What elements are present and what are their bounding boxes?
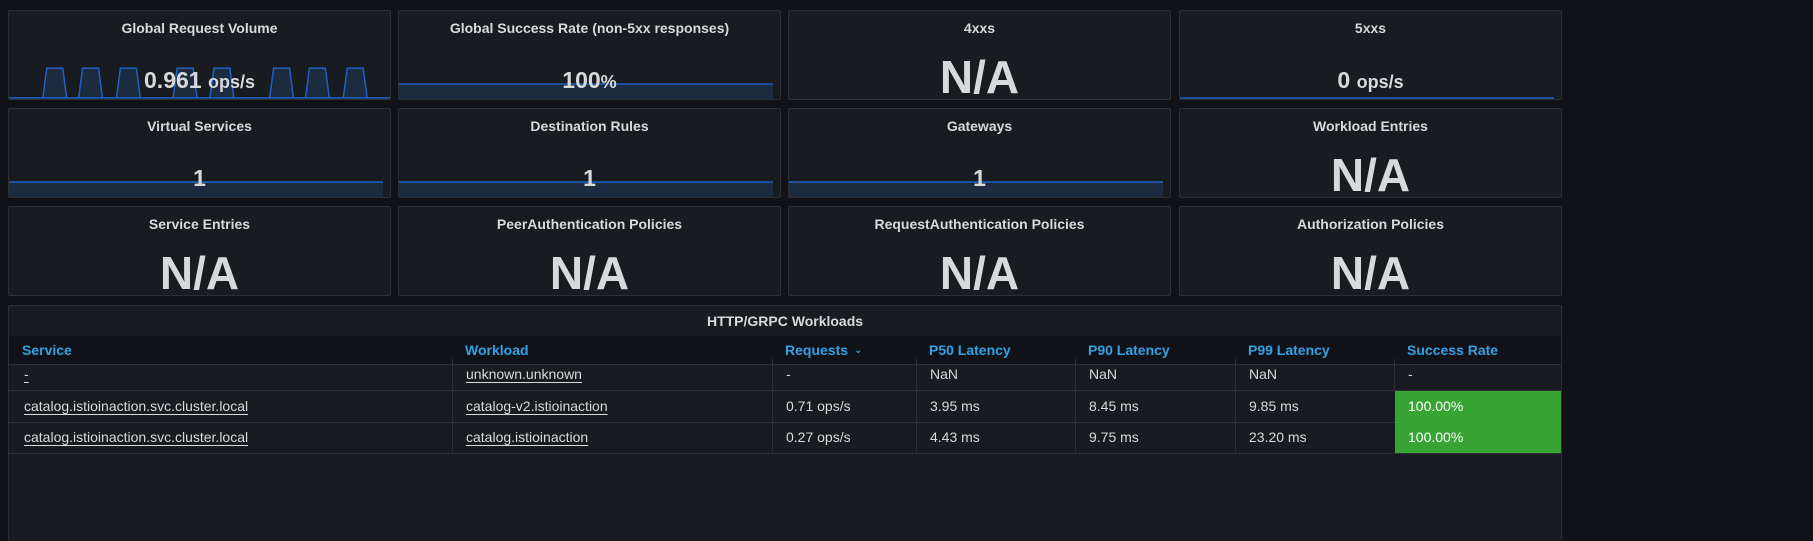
panel-title: Authorization Policies <box>1296 216 1444 232</box>
cell-workload[interactable]: catalog.istioinaction <box>452 422 772 453</box>
panel-destination-rules[interactable]: Destination Rules 1 <box>398 108 781 198</box>
column-header-p50-latency[interactable]: P50 Latency <box>929 342 1011 358</box>
cell-requests: 0.27 ops/s <box>772 422 916 453</box>
table-row: - unknown.unknown - NaN NaN NaN - <box>9 359 1561 391</box>
destination-rules-sparkline <box>399 181 774 197</box>
workload-link[interactable]: catalog-v2.istioinaction <box>466 398 608 414</box>
column-header-requests[interactable]: Requests ⌄ <box>785 336 862 364</box>
panel-http-grpc-workloads[interactable]: HTTP/GRPC Workloads Service Workload Req… <box>8 305 1562 541</box>
cell-service[interactable]: - <box>9 359 452 390</box>
panel-title: Workload Entries <box>1313 118 1428 134</box>
cell-requests: 0.71 ops/s <box>772 391 916 422</box>
cell-p99-latency: NaN <box>1235 359 1394 390</box>
stat-value: 100% <box>562 67 617 93</box>
service-link[interactable]: catalog.istioinaction.svc.cluster.local <box>24 398 249 414</box>
panel-service-entries[interactable]: Service Entries N/A <box>8 206 391 296</box>
stat-value: 0.961 ops/s <box>144 67 255 93</box>
workload-link[interactable]: catalog.istioinaction <box>466 429 589 445</box>
5xxs-sparkline <box>1180 97 1555 99</box>
panel-title: 5xxs <box>1354 20 1387 36</box>
stat-value: N/A <box>159 247 240 296</box>
panel-title: Virtual Services <box>147 118 252 134</box>
success-rate-sparkline <box>399 83 774 99</box>
stat-value: 1 <box>583 165 596 191</box>
panel-workload-entries[interactable]: Workload Entries N/A <box>1179 108 1562 198</box>
cell-p90-latency: 9.75 ms <box>1075 422 1235 453</box>
cell-success-rate: 100.00% <box>1395 391 1561 422</box>
stat-value: N/A <box>939 51 1020 100</box>
gateways-sparkline <box>789 181 1164 197</box>
column-header-workload[interactable]: Workload <box>465 342 529 358</box>
cell-workload[interactable]: catalog-v2.istioinaction <box>452 391 772 422</box>
cell-service[interactable]: catalog.istioinaction.svc.cluster.local <box>9 422 452 453</box>
panel-gateways[interactable]: Gateways 1 <box>788 108 1171 198</box>
cell-requests: - <box>772 359 916 390</box>
stat-value: N/A <box>1330 247 1411 296</box>
panel-request-authentication-policies[interactable]: RequestAuthentication Policies N/A <box>788 206 1171 296</box>
cell-p90-latency: 8.45 ms <box>1075 391 1235 422</box>
cell-p99-latency: 23.20 ms <box>1235 422 1394 453</box>
cell-p50-latency: NaN <box>916 359 1075 390</box>
workload-link[interactable]: unknown.unknown <box>466 366 582 382</box>
panel-title: PeerAuthentication Policies <box>496 216 683 232</box>
panel-title: Global Success Rate (non-5xx responses) <box>449 20 730 36</box>
panel-title: Service Entries <box>148 216 251 232</box>
table-row: catalog.istioinaction.svc.cluster.local … <box>9 422 1561 454</box>
cell-service[interactable]: catalog.istioinaction.svc.cluster.local <box>9 391 452 422</box>
panel-title: HTTP/GRPC Workloads <box>706 313 864 329</box>
cell-success-rate: - <box>1394 359 1561 390</box>
cell-p99-latency: 9.85 ms <box>1235 391 1394 422</box>
panel-title: Destination Rules <box>530 118 649 134</box>
stat-value: N/A <box>549 247 630 296</box>
panel-title: Global Request Volume <box>121 20 278 36</box>
panel-virtual-services[interactable]: Virtual Services 1 <box>8 108 391 198</box>
cell-p50-latency: 3.95 ms <box>916 391 1075 422</box>
panel-authorization-policies[interactable]: Authorization Policies N/A <box>1179 206 1562 296</box>
stat-value: N/A <box>1330 149 1411 198</box>
sort-descending-icon: ⌄ <box>854 345 863 357</box>
column-header-p99-latency[interactable]: P99 Latency <box>1248 342 1330 358</box>
cell-success-rate: 100.00% <box>1395 422 1561 453</box>
stat-value: 1 <box>193 165 206 191</box>
panel-title: Gateways <box>946 118 1013 134</box>
cell-workload[interactable]: unknown.unknown <box>452 359 772 390</box>
stat-value: 1 <box>973 165 986 191</box>
request-volume-sparkline <box>9 67 390 99</box>
column-header-service[interactable]: Service <box>22 342 72 358</box>
panel-peer-authentication-policies[interactable]: PeerAuthentication Policies N/A <box>398 206 781 296</box>
cell-p90-latency: NaN <box>1075 359 1235 390</box>
virtual-services-sparkline <box>9 181 384 197</box>
column-header-success-rate[interactable]: Success Rate <box>1407 342 1499 358</box>
panel-title: RequestAuthentication Policies <box>874 216 1085 232</box>
service-link[interactable]: - <box>24 366 29 382</box>
panel-4xxs[interactable]: 4xxs N/A <box>788 10 1171 100</box>
panel-global-request-volume[interactable]: Global Request Volume 0.961 ops/s <box>8 10 391 100</box>
column-header-p90-latency[interactable]: P90 Latency <box>1088 342 1170 358</box>
panel-title: 4xxs <box>963 20 996 36</box>
stat-value: 0 ops/s <box>1337 67 1404 93</box>
stat-value: N/A <box>939 247 1020 296</box>
cell-p50-latency: 4.43 ms <box>916 422 1075 453</box>
service-link[interactable]: catalog.istioinaction.svc.cluster.local <box>24 429 249 445</box>
panel-5xxs[interactable]: 5xxs 0 ops/s <box>1179 10 1562 100</box>
table-header: Service Workload Requests ⌄ P50 Latency P… <box>9 336 1561 365</box>
table-row: catalog.istioinaction.svc.cluster.local … <box>9 391 1561 423</box>
panel-global-success-rate[interactable]: Global Success Rate (non-5xx responses) … <box>398 10 781 100</box>
